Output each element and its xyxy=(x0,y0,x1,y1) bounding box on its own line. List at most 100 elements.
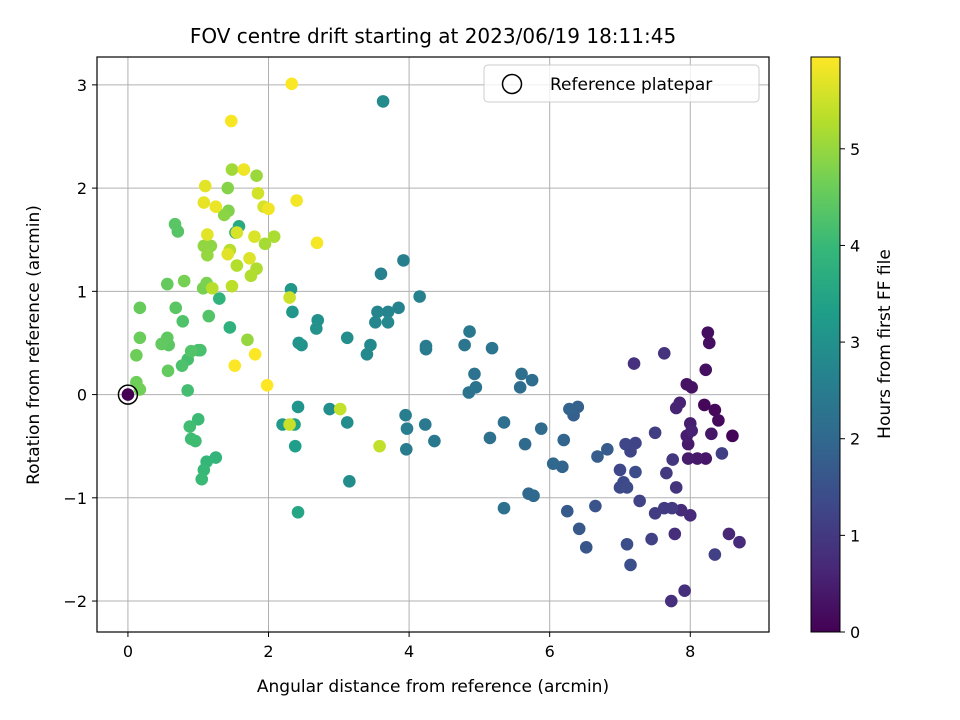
scatter-point xyxy=(620,537,634,551)
scatter-point xyxy=(292,336,306,350)
scatter-point xyxy=(283,418,296,431)
scatter-point xyxy=(225,163,239,176)
scatter-point xyxy=(399,442,413,456)
scatter-point xyxy=(513,381,527,394)
scatter-point xyxy=(413,290,426,303)
scatter-point xyxy=(515,367,528,381)
legend-reference-marker xyxy=(501,73,523,95)
scatter-point xyxy=(133,331,147,345)
plot-frame xyxy=(96,56,770,633)
scatter-point xyxy=(221,247,235,261)
scatter-point xyxy=(323,402,336,416)
scatter-point xyxy=(579,541,593,554)
scatter-point xyxy=(680,377,694,391)
scatter-point xyxy=(121,388,135,401)
scatter-point xyxy=(419,339,433,353)
scatter-point xyxy=(462,386,476,399)
scatter-point xyxy=(619,437,632,451)
scatter-point xyxy=(726,429,739,443)
scatter-point xyxy=(340,416,354,429)
scatter-point xyxy=(258,237,272,251)
scatter-point xyxy=(333,402,347,416)
scatter-point xyxy=(534,422,548,435)
scatter-point xyxy=(572,522,586,536)
scatter-points xyxy=(121,77,746,608)
scatter-point xyxy=(691,452,704,465)
scatter-point xyxy=(589,499,602,513)
scatter-point xyxy=(195,472,209,486)
scatter-point xyxy=(288,439,302,453)
y-axis-label: Rotation from reference (arcmin) xyxy=(24,205,44,485)
scatter-point xyxy=(168,217,182,231)
colorbar-label: Hours from first FF file xyxy=(875,249,895,439)
scatter-point xyxy=(250,169,263,183)
scatter-point xyxy=(518,437,532,451)
scatter-point xyxy=(527,489,540,503)
scatter-point xyxy=(428,434,441,448)
scatter-point xyxy=(161,364,175,378)
scatter-point xyxy=(291,400,305,414)
scatter-point xyxy=(648,426,662,440)
scatter-point xyxy=(620,481,634,494)
y-tick-label: 1 xyxy=(77,282,87,301)
scatter-point xyxy=(525,373,539,387)
y-axis-ticks: −2 −1 0 1 2 3 xyxy=(63,76,97,611)
y-tick-label: 0 xyxy=(77,386,87,405)
x-tick-label: 0 xyxy=(123,642,133,661)
scatter-point xyxy=(230,226,244,239)
scatter-point xyxy=(563,402,576,416)
scatter-point xyxy=(485,341,499,355)
scatter-point xyxy=(205,281,219,295)
scatter-point xyxy=(698,398,711,412)
scatter-point xyxy=(418,418,432,431)
colorbar: 0 1 2 3 4 5 Hours from first FF file xyxy=(810,56,895,642)
scatter-point xyxy=(217,208,231,222)
legend: Reference platepar xyxy=(483,64,760,103)
scatter-point xyxy=(133,301,147,315)
scatter-point xyxy=(181,384,194,397)
scatter-point xyxy=(343,474,356,488)
scatter-point xyxy=(633,494,646,508)
scatter-point xyxy=(463,325,476,338)
scatter-point xyxy=(722,527,736,541)
colorbar-gradient xyxy=(811,57,840,632)
scatter-point xyxy=(169,301,183,315)
scatter-point xyxy=(198,179,212,193)
scatter-point xyxy=(209,200,223,213)
scatter-point xyxy=(657,501,671,515)
scatter-point xyxy=(708,403,722,417)
scatter-point xyxy=(399,408,412,422)
scatter-point xyxy=(546,457,560,471)
legend-box xyxy=(483,64,760,103)
scatter-point xyxy=(371,305,384,319)
scatter-point xyxy=(374,267,388,281)
scatter-point xyxy=(340,331,354,345)
scatter-point xyxy=(685,424,698,437)
scatter-point xyxy=(669,481,683,494)
scatter-point xyxy=(183,420,197,433)
scatter-point xyxy=(221,181,235,195)
scatter-point xyxy=(483,431,497,445)
y-tick-label: 3 xyxy=(77,76,87,95)
scatter-point xyxy=(669,401,683,415)
x-tick-label: 2 xyxy=(263,642,273,661)
scatter-point xyxy=(400,422,414,435)
scatter-point xyxy=(224,114,238,128)
scatter-point xyxy=(664,594,678,608)
scatter-point xyxy=(733,535,746,549)
chart-title: FOV centre drift starting at 2023/06/19 … xyxy=(190,24,676,48)
scatter-point xyxy=(369,316,382,329)
colorbar-tick-label: 2 xyxy=(850,430,860,449)
scatter-point xyxy=(376,95,390,108)
legend-entry-reference: Reference platepar xyxy=(550,75,712,95)
scatter-point xyxy=(666,453,679,466)
scatter-point xyxy=(381,316,395,329)
scatter-point xyxy=(613,463,627,477)
scatter-point xyxy=(176,314,190,328)
scatter-point xyxy=(230,259,244,272)
scatter-point xyxy=(708,548,722,561)
scatter-point xyxy=(248,348,262,361)
colorbar-tick-label: 4 xyxy=(850,236,860,255)
scatter-point xyxy=(291,505,305,519)
